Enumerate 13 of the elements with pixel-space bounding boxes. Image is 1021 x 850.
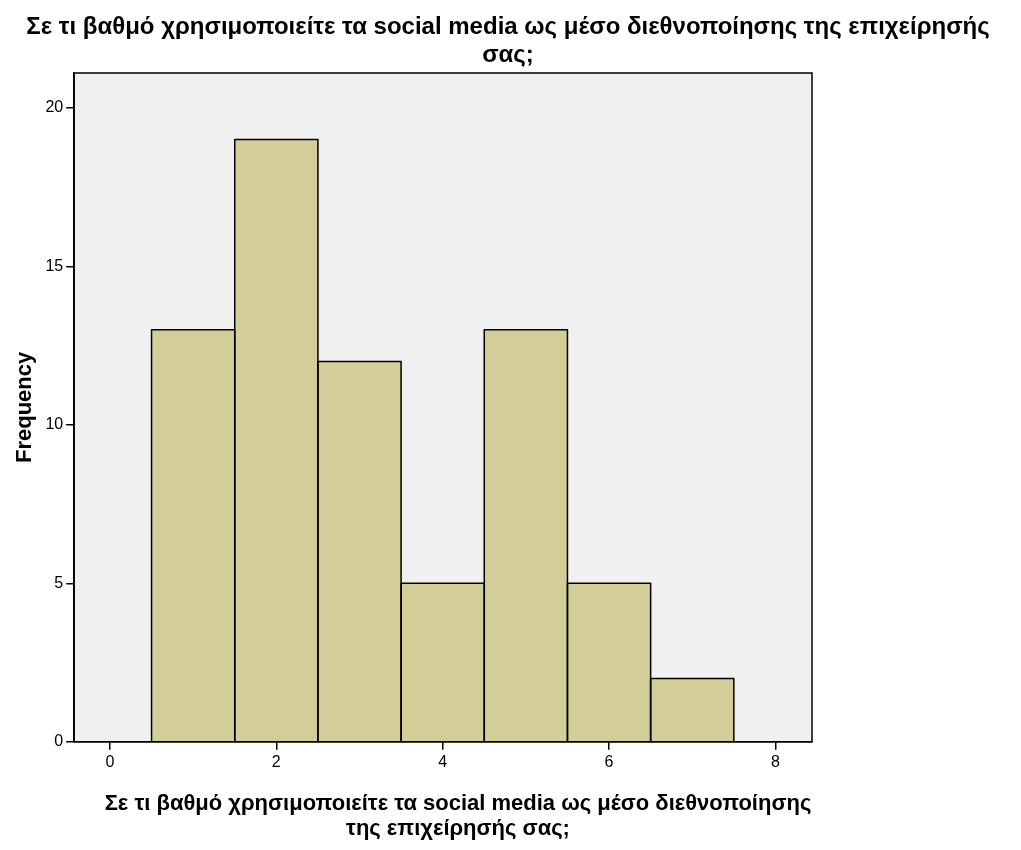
y-tick-label: 0 [54,732,64,750]
x-tick-label: 4 [438,752,448,770]
y-tick-label: 10 [45,415,64,433]
y-axis-title: Frequency [11,351,37,464]
x-tick-label: 2 [271,752,281,770]
x-axis-title: Σε τι βαθμό χρησιμοποιείτε τα social media ως μέσο διεθνοποίησης της επιχείρησής σας; [103,790,813,840]
x-tick-label: 6 [604,752,614,770]
y-tick-label: 15 [45,256,64,274]
chart-title: Σε τι βαθμό χρησιμοποιείτε τα social media ως μέσο διεθνοποίησης της επιχείρησής σας; [25,12,991,68]
x-tick-label: 0 [105,752,115,770]
y-tick-label: 20 [45,98,64,116]
x-tick-label: 8 [770,752,780,770]
y-tick-label: 5 [54,573,64,591]
